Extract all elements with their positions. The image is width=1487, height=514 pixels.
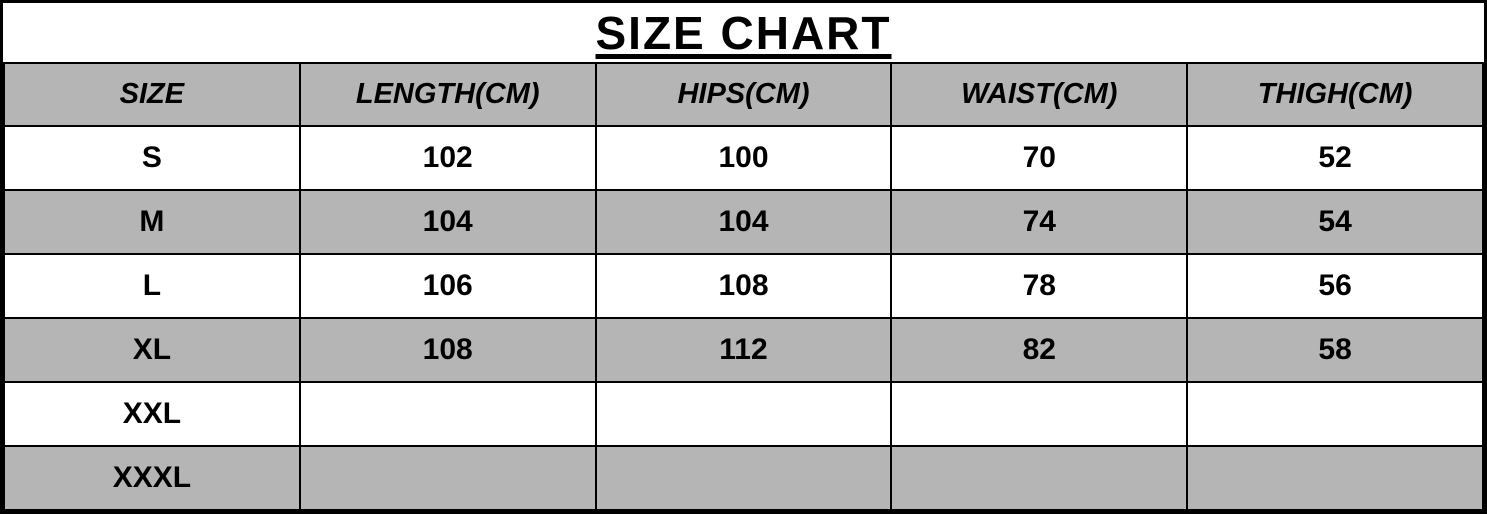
cell-thigh <box>1186 445 1484 511</box>
cell-hips: 108 <box>594 253 893 319</box>
cell-length <box>298 381 597 447</box>
cell-thigh: 56 <box>1186 253 1484 319</box>
cell-thigh: 54 <box>1186 189 1484 255</box>
cell-length: 108 <box>298 317 597 383</box>
table-row: XL 108 112 82 58 <box>3 317 1484 383</box>
cell-thigh: 58 <box>1186 317 1484 383</box>
cell-size: XXXL <box>3 445 301 511</box>
page-title: SIZE CHART <box>595 6 892 59</box>
cell-hips: 100 <box>594 125 893 191</box>
header-cell-hips: HIPS(CM) <box>594 62 893 127</box>
cell-length: 104 <box>298 189 597 255</box>
cell-thigh <box>1186 381 1484 447</box>
cell-hips <box>594 381 893 447</box>
header-cell-waist: WAIST(CM) <box>890 62 1189 127</box>
cell-hips: 112 <box>594 317 893 383</box>
table-row: XXXL <box>3 445 1484 511</box>
cell-hips: 104 <box>594 189 893 255</box>
header-cell-length: LENGTH(CM) <box>298 62 597 127</box>
table-header-row: SIZE LENGTH(CM) HIPS(CM) WAIST(CM) THIGH… <box>3 62 1484 127</box>
cell-waist: 78 <box>890 253 1189 319</box>
cell-thigh: 52 <box>1186 125 1484 191</box>
cell-waist <box>890 445 1189 511</box>
header-cell-size: SIZE <box>3 62 301 127</box>
cell-waist <box>890 381 1189 447</box>
cell-size: M <box>3 189 301 255</box>
cell-length <box>298 445 597 511</box>
cell-length: 106 <box>298 253 597 319</box>
cell-size: S <box>3 125 301 191</box>
table-row: S 102 100 70 52 <box>3 125 1484 191</box>
title-bar: SIZE CHART <box>3 3 1484 62</box>
size-chart-table: SIZE LENGTH(CM) HIPS(CM) WAIST(CM) THIGH… <box>3 62 1484 511</box>
table-row: M 104 104 74 54 <box>3 189 1484 255</box>
cell-size: XL <box>3 317 301 383</box>
cell-hips <box>594 445 893 511</box>
table-row: XXL <box>3 381 1484 447</box>
cell-waist: 74 <box>890 189 1189 255</box>
cell-size: XXL <box>3 381 301 447</box>
cell-waist: 70 <box>890 125 1189 191</box>
header-cell-thigh: THIGH(CM) <box>1186 62 1484 127</box>
cell-waist: 82 <box>890 317 1189 383</box>
table-row: L 106 108 78 56 <box>3 253 1484 319</box>
cell-size: L <box>3 253 301 319</box>
cell-length: 102 <box>298 125 597 191</box>
